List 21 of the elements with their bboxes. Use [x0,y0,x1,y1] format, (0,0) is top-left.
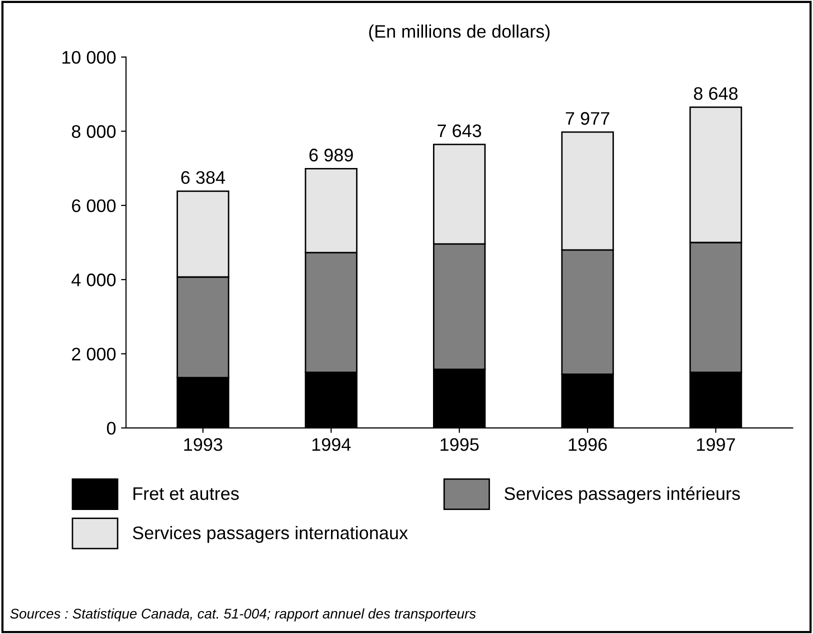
x-tick-label: 1996 [568,438,607,451]
total-label: 8 648 [694,87,738,100]
x-tick-label: 1994 [312,438,351,451]
legend-label: Services passagers intérieurs [504,486,740,504]
source-note: Sources : Statistique Canada, cat. 51-004; rapport annuel des transporteurs [10,608,476,622]
chart-subtitle: (En millions de dollars) [369,24,550,42]
y-tick-label: 4 000 [72,274,116,286]
x-tick-label: 1993 [184,438,222,451]
total-label: 7 977 [566,112,610,125]
total-label: 6 989 [309,148,353,162]
y-tick-label: 10 000 [62,50,116,64]
y-tick-label: 2 000 [72,348,116,360]
x-tick-label: 1995 [440,438,479,451]
total-label: 7 643 [438,124,482,138]
y-tick-label: 6 000 [72,199,116,212]
x-tick-label: 1997 [697,438,735,451]
y-tick-label: 0 [106,422,116,435]
legend-label: Services passagers internationaux [132,526,408,543]
y-tick-label: 8 000 [72,125,116,138]
total-label: 6 384 [181,171,225,184]
legend-label: Fret et autres [134,487,239,500]
